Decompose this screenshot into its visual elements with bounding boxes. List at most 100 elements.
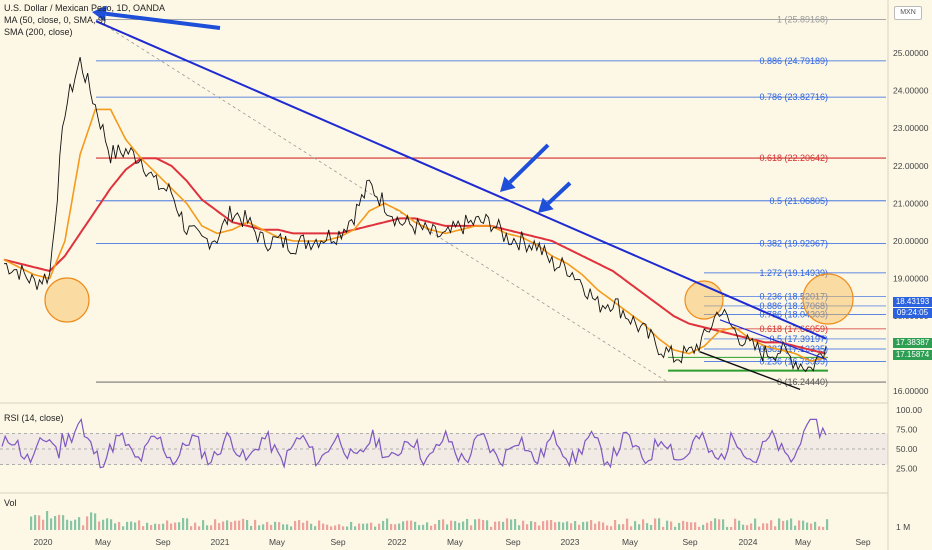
arrow-top-head (92, 5, 107, 22)
volume-bar (198, 526, 201, 530)
volume-bar (46, 510, 49, 530)
volume-bar (94, 513, 97, 530)
volume-bar (774, 526, 777, 530)
volume-bar (434, 524, 437, 530)
rsi-tick-label: 75.00 (896, 425, 918, 435)
volume-bar (426, 522, 429, 530)
volume-bar (458, 522, 461, 530)
fib-recent-label: 1.272 (19.14939) (759, 268, 828, 278)
fib-recent-label: 0.618 (17.66059) (759, 324, 828, 334)
ma-legend: MA (50, close, 0, SMA, 9) (4, 15, 107, 25)
volume-bar (294, 520, 297, 530)
volume-bar (282, 524, 285, 530)
volume-bar (326, 524, 329, 530)
volume-bar (454, 521, 457, 530)
price-tag: 17.38387 (893, 338, 932, 348)
volume-bar (418, 525, 421, 530)
volume-bar (630, 526, 633, 530)
channel-lower-line (699, 351, 801, 391)
volume-bar (70, 520, 73, 530)
fib-level-label: 0.5 (21.06805) (769, 196, 828, 206)
volume-bar (334, 525, 337, 530)
volume-bar (718, 519, 721, 530)
volume-bar (402, 521, 405, 530)
time-tick-label: May (95, 537, 112, 547)
volume-bar (606, 525, 609, 530)
volume-bar (610, 526, 613, 530)
volume-bar (362, 523, 365, 530)
ma50-line (3, 108, 827, 363)
volume-bar (38, 515, 41, 530)
volume-bar (706, 522, 709, 530)
fib-diagonal (95, 19, 669, 383)
volume-bar (810, 523, 813, 530)
volume-bar (90, 512, 93, 530)
volume-bar (226, 520, 229, 530)
volume-bar (446, 524, 449, 530)
time-tick-label: 2024 (739, 537, 758, 547)
volume-bar (702, 524, 705, 530)
volume-bar (398, 523, 401, 530)
volume-bar (410, 520, 413, 530)
time-tick-label: 2021 (211, 537, 230, 547)
volume-bar (322, 523, 325, 530)
volume-bar (290, 526, 293, 530)
volume-bar (518, 525, 521, 530)
volume-bar (150, 525, 153, 530)
volume-bar (526, 524, 529, 530)
time-tick-label: Sep (155, 537, 170, 547)
volume-legend: Vol (4, 498, 17, 508)
volume-bar (722, 519, 725, 530)
volume-bar (522, 520, 525, 530)
volume-bar (58, 514, 61, 530)
volume-axis-label: 1 M (896, 522, 910, 532)
volume-bar (186, 518, 189, 530)
currency-badge[interactable]: MXN (894, 6, 922, 20)
volume-bar (566, 521, 569, 530)
volume-bar (202, 520, 205, 530)
time-tick-label: May (269, 537, 286, 547)
major-downtrend-line (95, 20, 827, 340)
fibonacci-levels: 1 (25.89168) 0.886 (24.79189) 0.786 (23.82… (95, 15, 886, 387)
time-tick-label: Sep (855, 537, 870, 547)
volume-bar (126, 521, 129, 530)
volume-bar (366, 523, 369, 530)
sma-legend: SMA (200, close) (4, 27, 73, 37)
time-tick-label: 2020 (34, 537, 53, 547)
volume-bar (614, 519, 617, 530)
volume-bar (370, 522, 373, 530)
volume-bar (474, 519, 477, 530)
volume-bar (654, 518, 657, 530)
volume-bar (62, 515, 65, 530)
volume-bar (782, 520, 785, 530)
volume-bar (114, 523, 117, 530)
rsi-tick-label: 50.00 (896, 444, 918, 454)
price-line (3, 56, 827, 373)
volume-bar (178, 522, 181, 530)
volume-bar (78, 517, 81, 530)
volume-bar (242, 518, 245, 530)
volume-bar (234, 520, 237, 530)
volume-bar (194, 522, 197, 530)
time-tick-label: Sep (330, 537, 345, 547)
price-series (3, 56, 827, 373)
volume-bar (406, 520, 409, 530)
volume-bar (778, 518, 781, 530)
volume-bar (394, 524, 397, 530)
volume-bar (318, 520, 321, 530)
volume-bar (682, 520, 685, 530)
volume-bar (790, 518, 793, 530)
volume-bar (130, 521, 133, 530)
volume-bar (594, 523, 597, 530)
price-tick-label: 25.00000 (893, 48, 929, 58)
volume-bar (582, 521, 585, 530)
rsi-pane (0, 417, 888, 470)
volume-bar (302, 522, 305, 530)
volume-bar (766, 523, 769, 530)
price-tick-label: 22.00000 (893, 161, 929, 171)
time-tick-label: 2023 (561, 537, 580, 547)
current-price-tag: 18.43193 (893, 297, 932, 307)
volume-bar (802, 520, 805, 530)
price-tick-label: 21.00000 (893, 198, 929, 208)
